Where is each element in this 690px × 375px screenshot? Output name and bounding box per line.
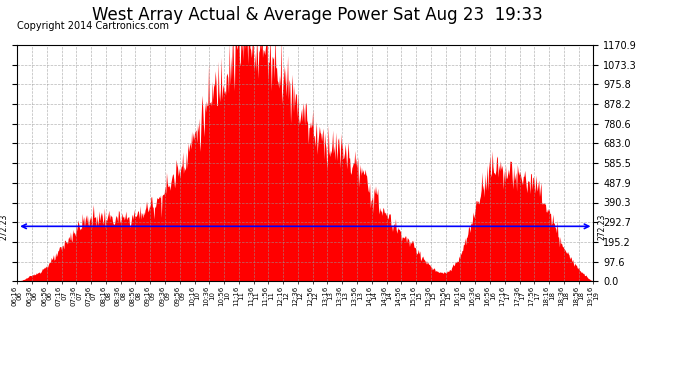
Text: 272.23: 272.23 <box>0 213 8 240</box>
Text: 272.23: 272.23 <box>598 213 607 240</box>
Text: West Array Actual & Average Power Sat Aug 23  19:33: West Array Actual & Average Power Sat Au… <box>92 6 543 24</box>
Text: Copyright 2014 Cartronics.com: Copyright 2014 Cartronics.com <box>17 21 169 31</box>
Text: West Array  (DC Watts): West Array (DC Watts) <box>537 22 647 31</box>
Text: Average  (DC Watts): Average (DC Watts) <box>413 22 509 31</box>
